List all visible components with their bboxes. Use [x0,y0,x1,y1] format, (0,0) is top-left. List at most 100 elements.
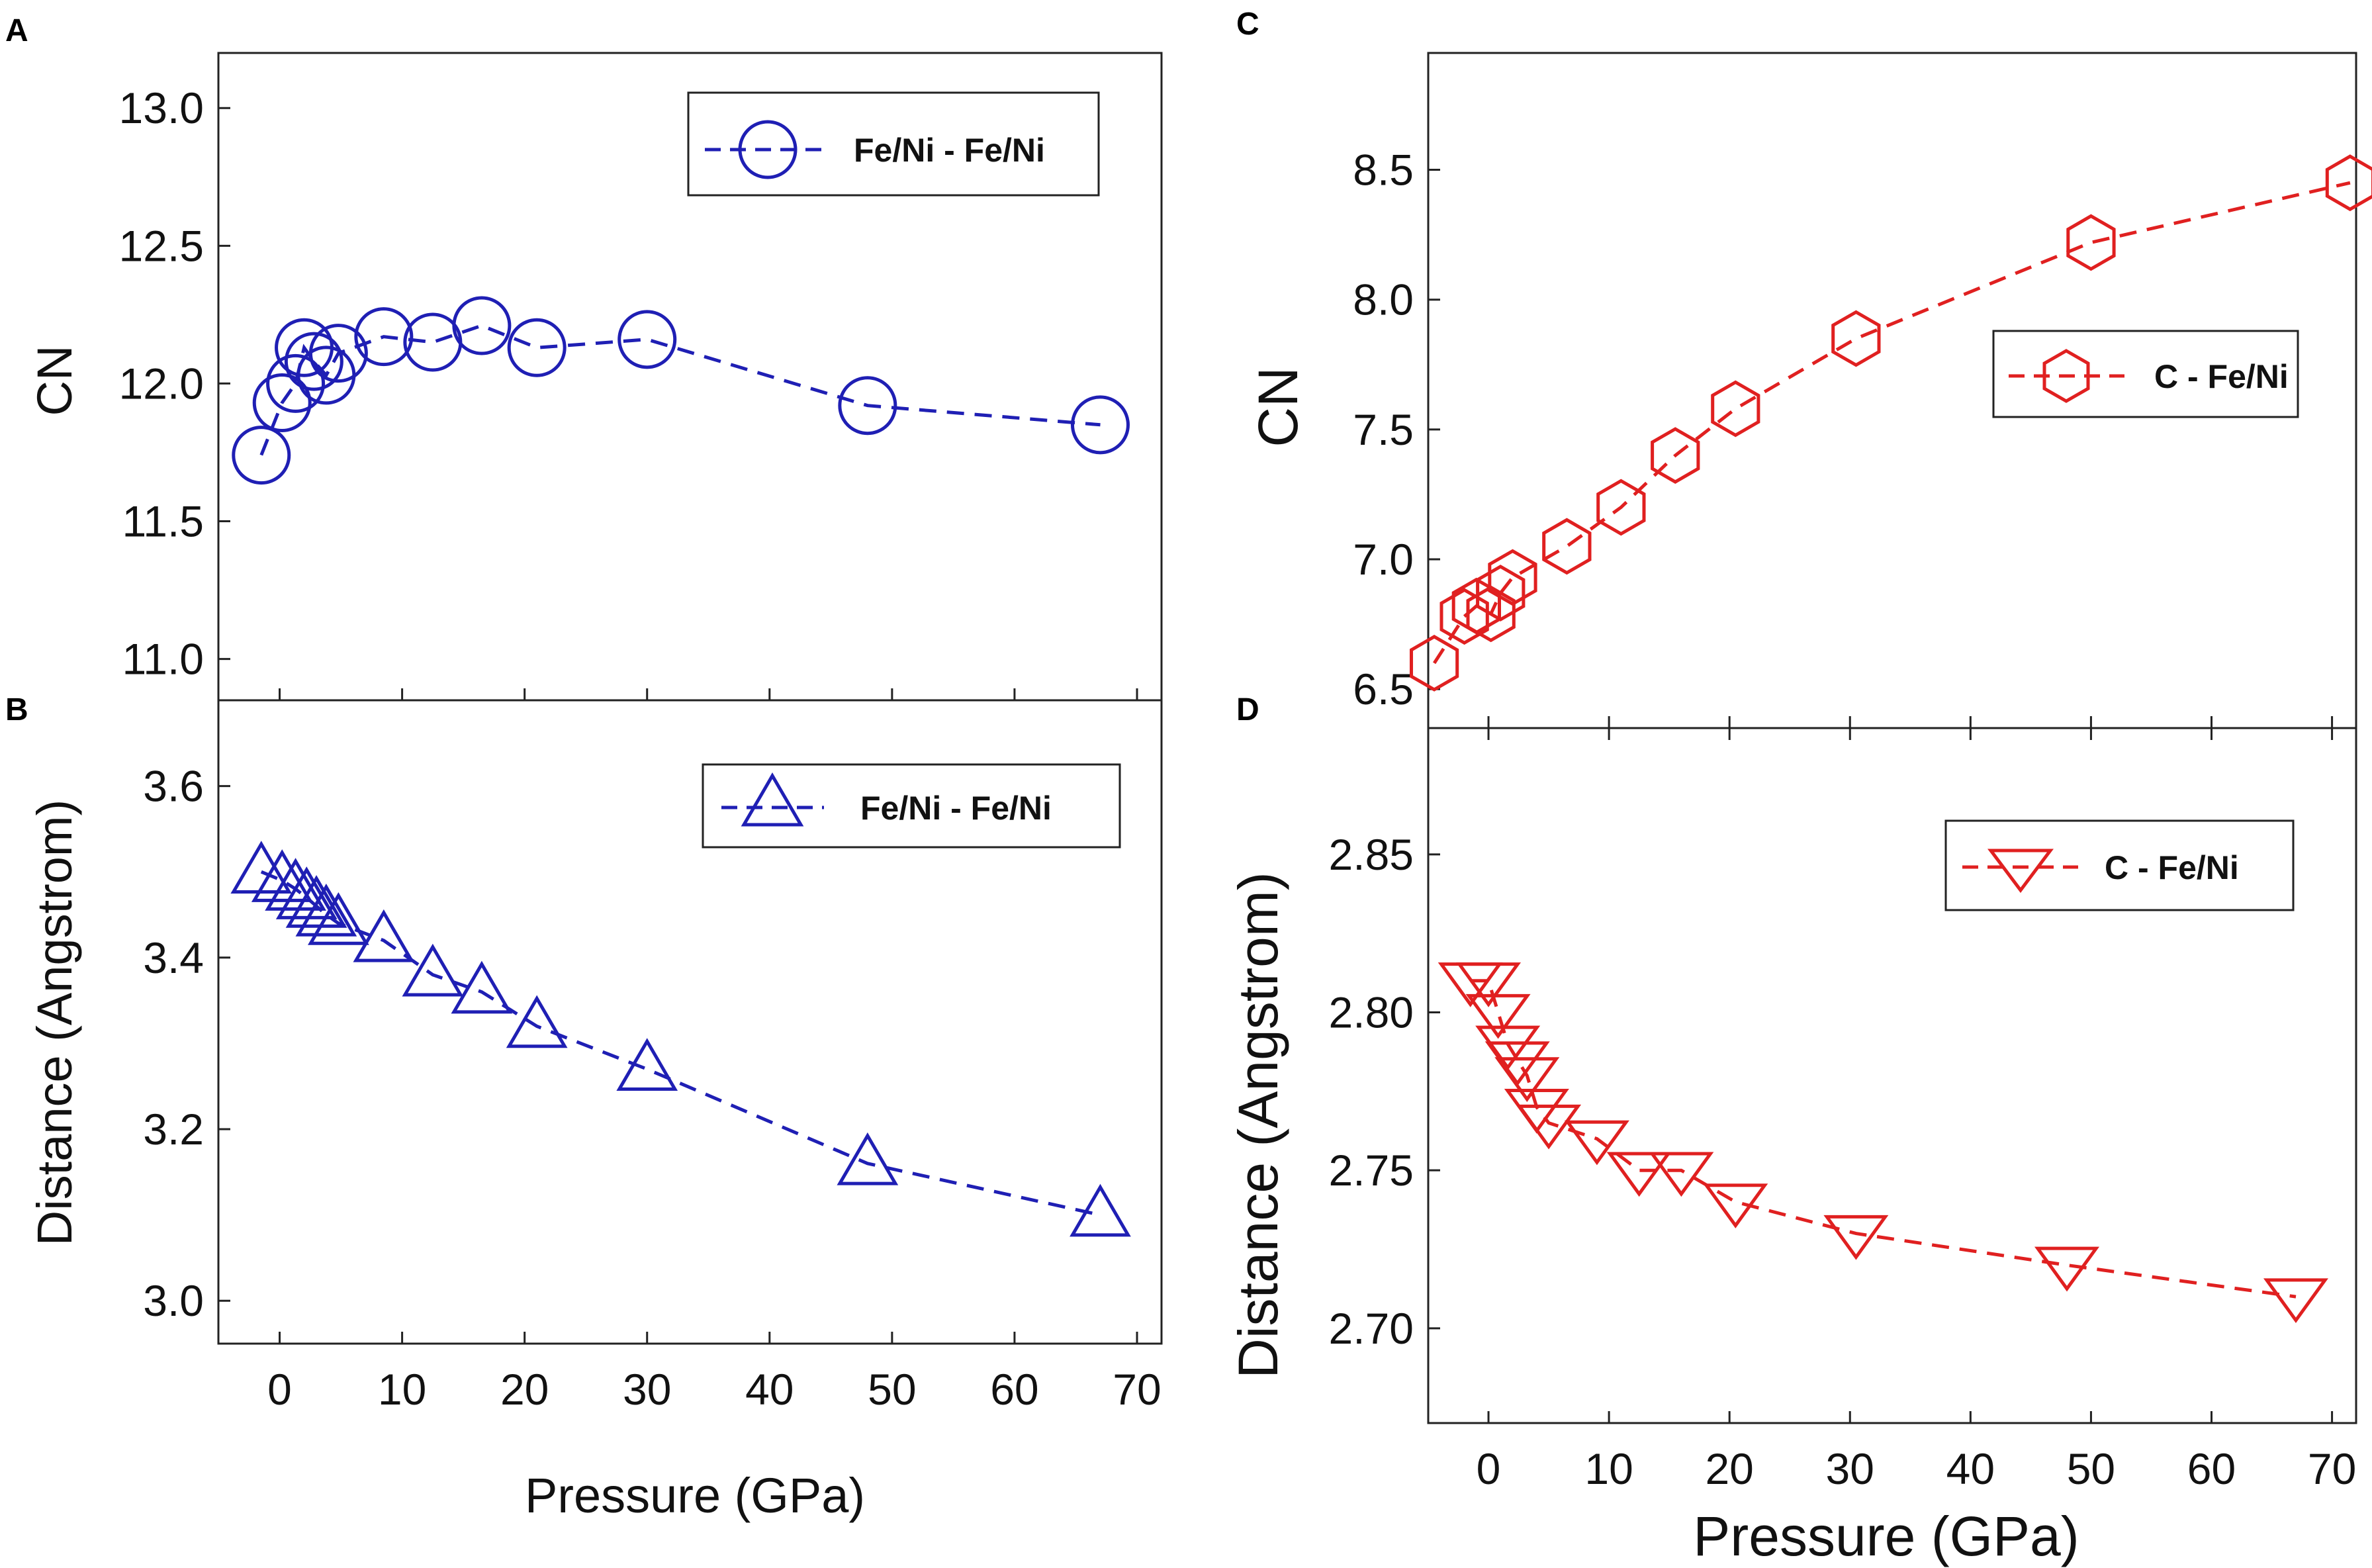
panel-d-y-tick-label: 2.80 [1329,988,1414,1037]
panel-b-legend-label: Fe/Ni - Fe/Ni [860,790,1052,827]
panel-b-x-tick-label: 0 [267,1365,292,1414]
panel-d-x-tick-label: 60 [2187,1444,2236,1493]
panel-b-data-point [402,943,464,997]
panel-c-legend: C - Fe/Ni [1992,330,2299,418]
panel-a-legend: Fe/Ni - Fe/Ni [687,91,1100,197]
panel-a-data-point [252,373,312,433]
panel-letter-d: D [1236,692,1259,727]
panel-b-x-tick-label: 10 [378,1365,426,1414]
panel-c-legend-hexagon-icon [2042,349,2090,403]
panel-d-x-tick-label: 10 [1584,1444,1633,1493]
panel-d-data-point [2263,1278,2328,1324]
panel-b-legend-triangle-icon [741,772,804,827]
panel-d-x-tick-label: 20 [1705,1444,1753,1493]
panel-d-y-axis-title: Distance (Angstrom) [1227,872,1289,1379]
panel-d-data-point [1456,962,1522,1007]
panel-a-data-point [284,332,343,391]
panel-a-data-point [266,353,326,413]
panel-a-y-tick-label: 12.5 [119,221,204,270]
panel-b-data-point [506,995,568,1048]
panel-b-x-axis-title: Pressure (GPa) [525,1468,865,1523]
panel-b-x-tick-label: 20 [500,1365,549,1414]
panel-letter-b: B [5,692,28,727]
panel-c-data-point [2066,214,2116,271]
panel-c-legend-label: C - Fe/Ni [2154,358,2289,395]
panel-b-data-point [308,892,369,945]
panel-d-data-point [1703,1183,1768,1228]
panel-b-y-tick-label: 3.6 [143,762,204,811]
panel-d-x-tick-label: 40 [1946,1444,1995,1493]
panel-letter-c: C [1236,7,1259,42]
panel-a-y-axis-title: CN [27,346,82,416]
panel-c-y-tick-label: 6.5 [1353,665,1414,714]
panel-c-data-point [1410,635,1459,692]
panel-d-data-point [1516,1104,1582,1150]
panel-a-legend-label: Fe/Ni - Fe/Ni [854,132,1045,169]
panel-c-data-point [1488,549,1537,606]
panel-b-y-tick-label: 3.0 [143,1276,204,1325]
panel-b-x-tick-label: 60 [990,1365,1038,1414]
panel-b-x-tick-label: 40 [745,1365,794,1414]
panel-b-legend: Fe/Ni - Fe/Ni [702,763,1121,849]
panel-a-data-point [838,376,897,436]
panel-a-y-tick-label: 11.5 [122,496,204,545]
panel-c-data-point [2325,154,2372,212]
panel-c-data-point [1711,380,1760,438]
panel-c-y-tick-label: 7.5 [1353,405,1414,454]
panel-d-plot-frame [1427,727,2357,1424]
panel-c-data-point [1439,588,1489,645]
panel-c-data-point [1542,518,1592,575]
panel-b-data-point [251,849,313,902]
panel-c-y-tick-label: 8.5 [1353,146,1414,195]
panel-d-legend-triangle-down-icon [1987,849,2054,894]
panel-d-data-point [1494,1057,1560,1102]
panel-c-data-point [1466,585,1516,643]
panel-b-data-point [616,1038,678,1091]
panel-c-cn-c-fe-ni: 6.5 7.0 7.5 8.0 8.5 [1353,52,2372,740]
panel-d-data-point [1649,1152,1714,1197]
panel-d-legend-label: C - Fe/Ni [2105,849,2239,886]
panel-d-y-tick-label: 2.70 [1329,1304,1414,1353]
panel-b-data-point [353,909,415,962]
panel-c-data-point [1476,565,1526,622]
panel-d-x-axis-title: Pressure (GPa) [1693,1505,2079,1567]
panel-c-data-point [1831,310,1881,367]
panel-a-y-tick-label: 13.0 [119,83,204,132]
panel-a-data-point [617,310,677,369]
panel-d-x-tick-label: 0 [1477,1444,1501,1493]
panel-a-y-tick-label: 11.0 [122,635,204,684]
panel-b-y-tick-label: 3.2 [143,1105,204,1154]
panel-letter-a: A [5,13,28,48]
panel-b-data-point [295,884,357,937]
panel-d-series-line [1470,979,2297,1299]
panel-a-data-point [308,324,368,383]
panel-d-data-point [1823,1215,1889,1260]
panel-a-data-point [452,296,512,355]
panel-d-data-point [1465,993,1531,1039]
panel-a-data-point [507,318,567,377]
panel-d-distance-c-fe-ni: 2.70 2.75 2.80 2.85 0 10 20 30 40 50 60 70 [1329,727,2357,1493]
panel-b-y-tick-label: 3.4 [143,933,204,982]
panel-d-y-tick-label: 2.75 [1329,1146,1414,1195]
panel-b-plot-frame [217,699,1163,1345]
panel-b-x-tick-label: 30 [623,1365,671,1414]
panel-b-x-tick-label: 50 [868,1365,916,1414]
panel-b-data-point [1070,1183,1131,1237]
panel-a-cn-fe-ni: 11.0 11.5 12.0 12.5 13.0 [119,52,1163,702]
panel-d-legend: C - Fe/Ni [1944,819,2295,911]
panel-c-data-point [1596,479,1646,536]
panel-a-data-point [354,307,414,367]
panel-c-y-tick-label: 8.0 [1353,275,1414,324]
panel-d-x-tick-label: 30 [1826,1444,1874,1493]
panel-a-data-point [232,426,291,485]
panel-d-y-tick-label: 2.85 [1329,830,1414,879]
panel-a-legend-box [687,91,1100,197]
panel-c-data-point [1651,427,1700,484]
panel-c-y-axis-title: CN [1247,367,1309,447]
panel-b-data-point [285,875,347,928]
panel-d-x-tick-label: 50 [2067,1444,2115,1493]
panel-a-data-point [1070,395,1130,455]
panel-d-data-point [2034,1246,2100,1292]
